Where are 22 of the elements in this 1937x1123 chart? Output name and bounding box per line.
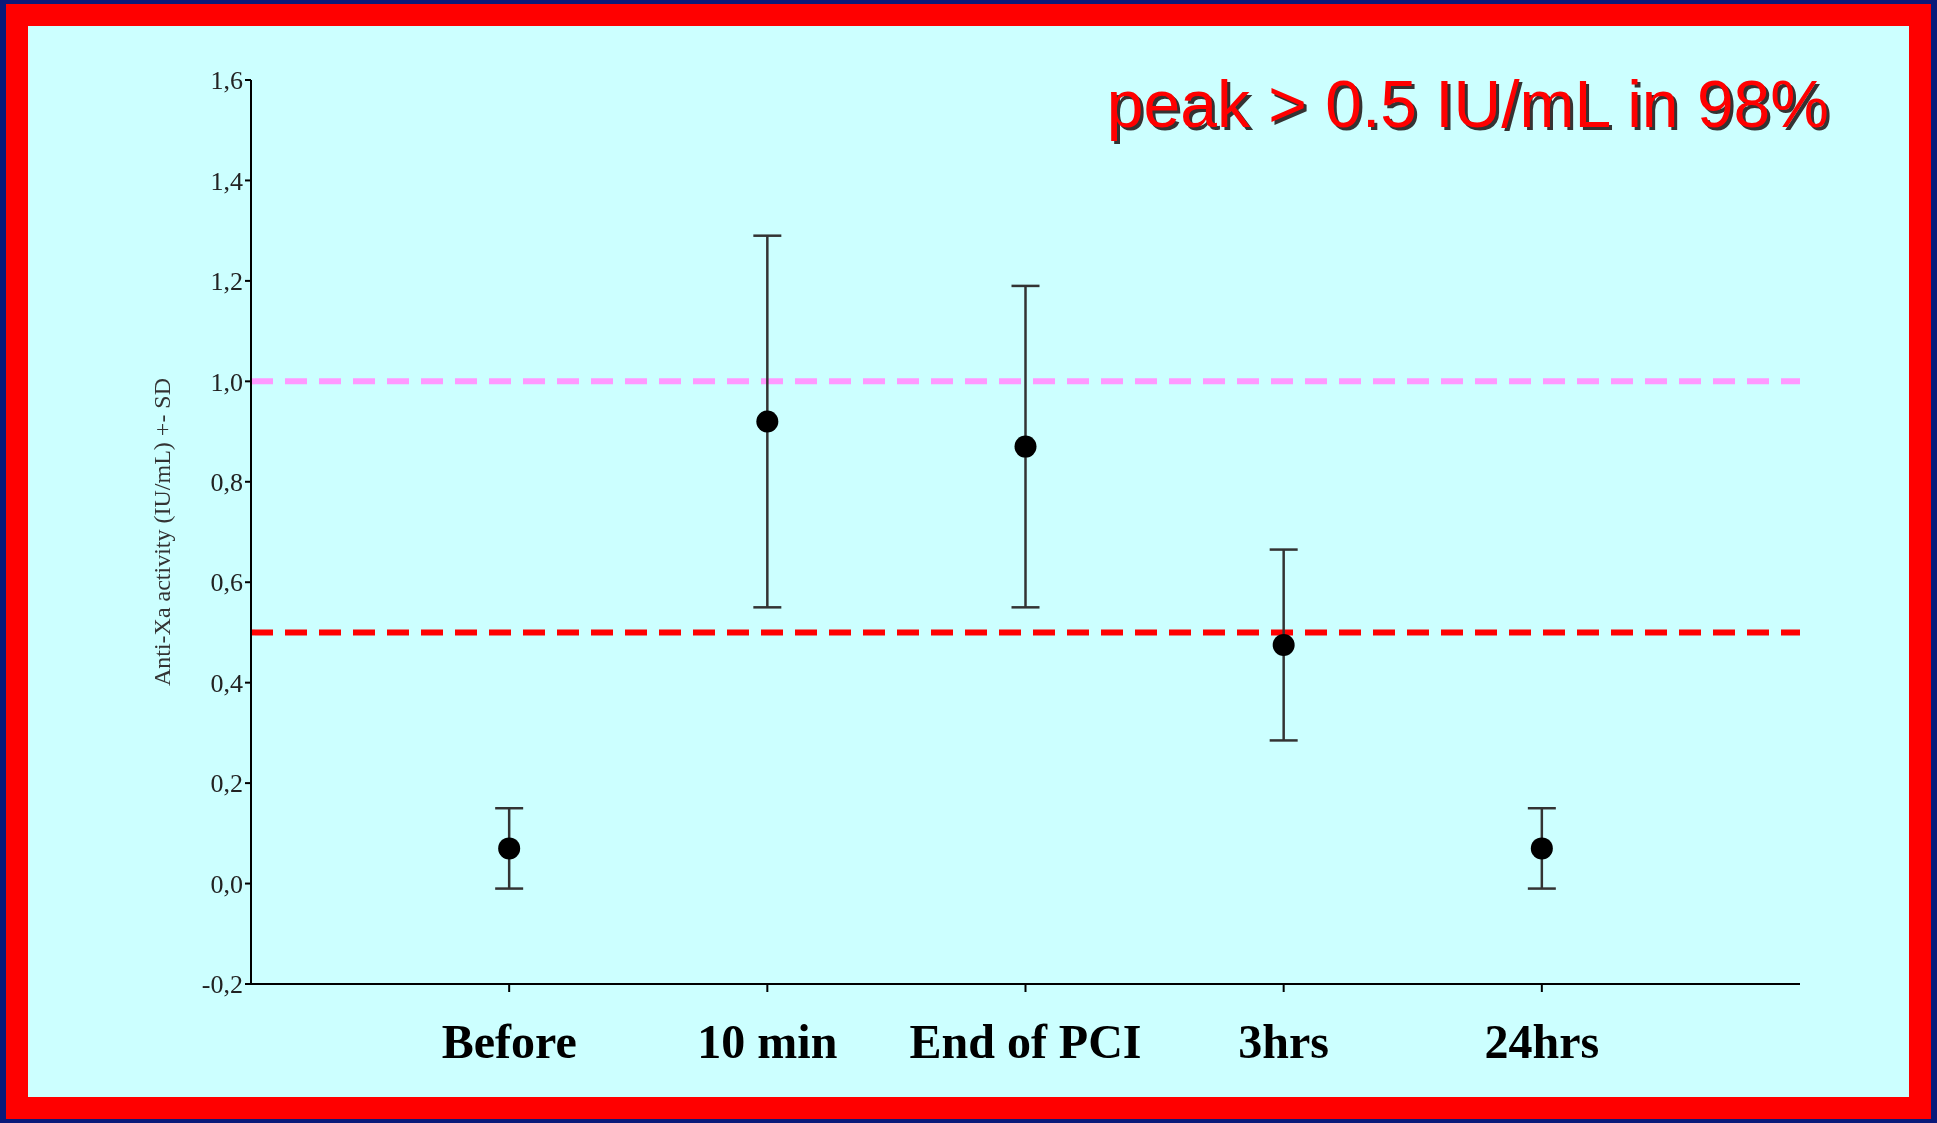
y-tick-label: 1,2 <box>210 267 243 297</box>
x-tick-label: Before <box>441 1015 577 1069</box>
x-tick-label: 10 min <box>697 1015 838 1069</box>
y-tick-label: 0,0 <box>210 869 243 899</box>
x-tick-label: 24hrs <box>1484 1015 1600 1069</box>
point <box>1014 435 1037 458</box>
y-tick-label: 0,6 <box>210 568 243 598</box>
point <box>756 410 779 433</box>
y-tick-label: 1,4 <box>210 166 243 196</box>
y-tick-label: 0,8 <box>210 468 243 498</box>
y-tick-label: 0,4 <box>210 668 243 698</box>
y-tick-label: 1,6 <box>210 66 243 96</box>
point <box>498 837 521 860</box>
y-axis-title: Anti-Xa activity (IU/mL) +- SD <box>148 377 175 687</box>
y-tick-label: 1,0 <box>210 367 243 397</box>
x-tick-label: 3hrs <box>1238 1015 1330 1069</box>
point <box>1530 837 1553 860</box>
point <box>1272 634 1295 656</box>
y-tick-label: 0,2 <box>210 769 243 799</box>
y-tick-label: -0,2 <box>201 970 243 1000</box>
x-tick-label: End of PCI <box>909 1015 1142 1069</box>
annotation: peak > 0.5 IU/mL in 98% <box>1106 66 1829 142</box>
